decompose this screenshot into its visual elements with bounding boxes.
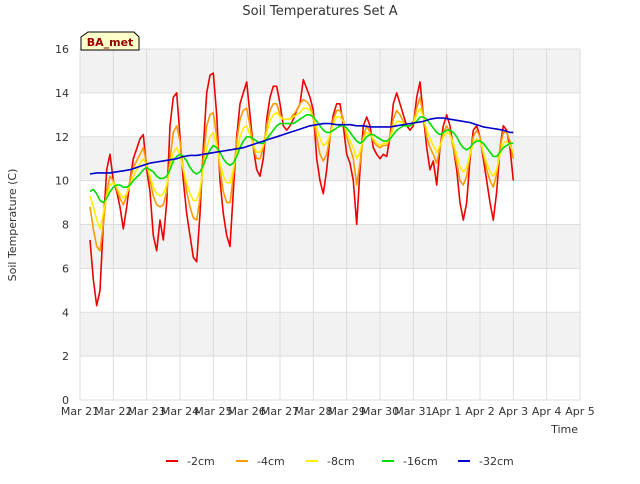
y-axis-label: Soil Temperature (C) <box>6 169 19 282</box>
y-tick-label: 14 <box>55 87 69 100</box>
site-label-badge: BA_met <box>80 31 140 51</box>
y-tick-label: 10 <box>55 175 69 188</box>
x-tick-label: Mar 21 <box>61 405 99 418</box>
series-lines <box>89 72 515 307</box>
x-tick-label: Mar 26 <box>228 405 266 418</box>
x-axis-label: Time <box>550 423 578 436</box>
legend-label: -8cm <box>327 455 355 468</box>
chart-title: Soil Temperatures Set A <box>242 4 397 19</box>
x-tick-label: Mar 27 <box>261 405 299 418</box>
series-line-8cm <box>89 107 515 230</box>
x-tick-label: Mar 25 <box>194 405 232 418</box>
y-tick-label: 2 <box>62 350 69 363</box>
legend-label: -4cm <box>257 455 285 468</box>
x-tick-label: Mar 29 <box>328 405 366 418</box>
y-tick-label: 8 <box>62 219 69 232</box>
x-tick-label: Apr 2 <box>465 405 495 418</box>
y-tick-label: 6 <box>62 262 69 275</box>
legend-label: -2cm <box>187 455 215 468</box>
x-tick-label: Mar 23 <box>128 405 166 418</box>
x-tick-label: Apr 1 <box>432 405 462 418</box>
y-tick-label: 4 <box>62 306 69 319</box>
y-tick-label: 0 <box>62 394 69 407</box>
x-tick-label: Apr 4 <box>532 405 562 418</box>
legend-label: -16cm <box>403 455 438 468</box>
x-tick-label: Apr 3 <box>499 405 529 418</box>
y-tick-label: 12 <box>55 131 69 144</box>
x-tick-label: Mar 31 <box>394 405 432 418</box>
series-line-2cm <box>89 72 515 307</box>
x-tick-label: Apr 5 <box>565 405 595 418</box>
x-tick-label: Mar 30 <box>361 405 399 418</box>
x-tick-label: Mar 22 <box>94 405 132 418</box>
series-line-32cm <box>89 117 514 175</box>
chart-legend: -2cm -4cm -8cm -16cm -32cm <box>166 455 514 468</box>
y-tick-label: 16 <box>55 43 69 56</box>
x-tick-label: Mar 28 <box>294 405 332 418</box>
x-tick-label: Mar 24 <box>161 405 199 418</box>
legend-label: -32cm <box>479 455 514 468</box>
y-axis-ticks: 0 2 4 6 8 10 12 14 16 <box>55 43 69 407</box>
plot-band <box>80 312 580 357</box>
site-label-text: BA_met <box>87 36 134 49</box>
series-line-16cm <box>89 114 514 204</box>
plot-band <box>80 49 580 93</box>
